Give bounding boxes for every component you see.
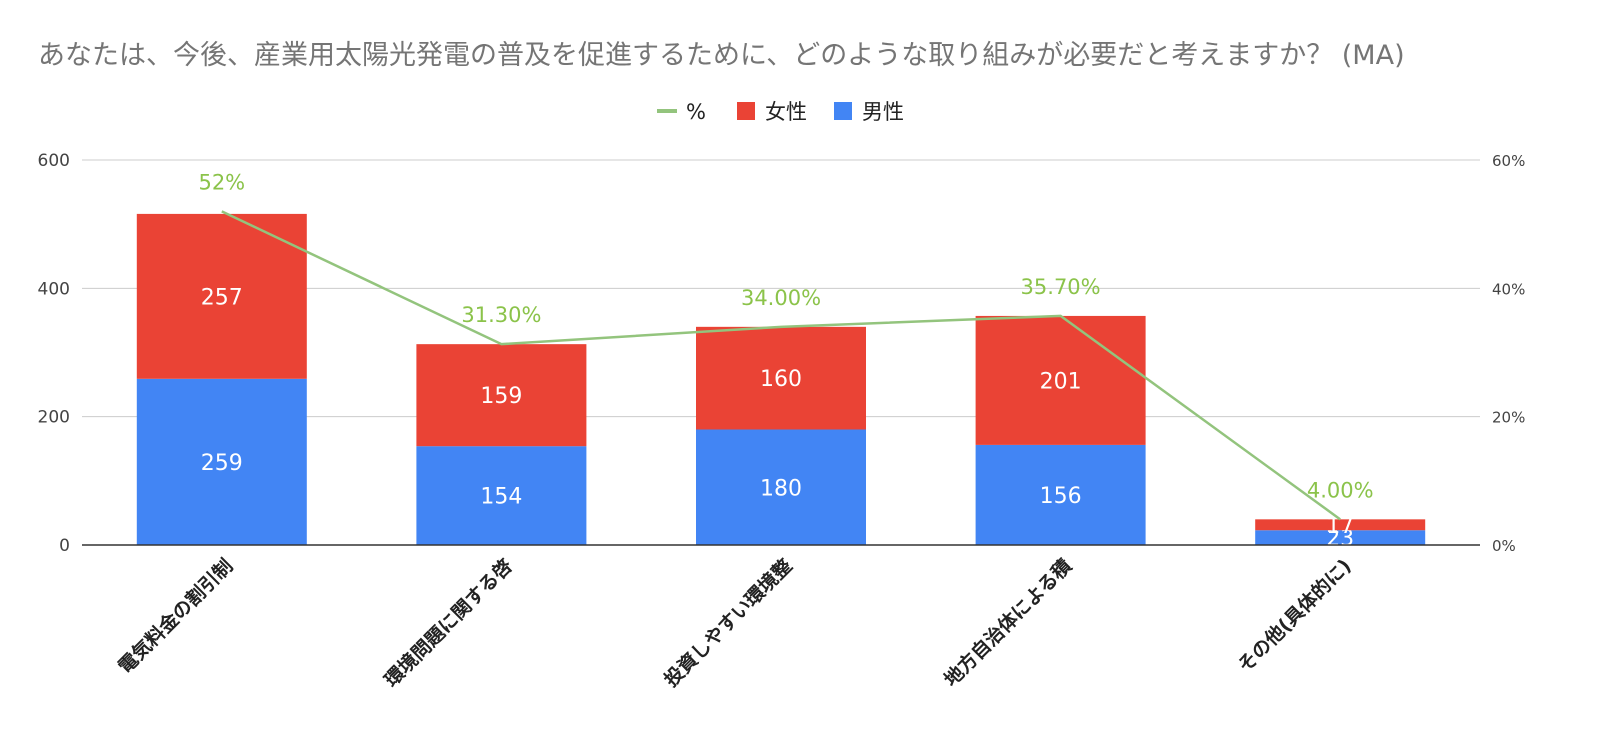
legend-swatch-female [737, 102, 755, 120]
bar-label-female: 17 [1326, 514, 1354, 539]
y2-tick-label: 40% [1492, 280, 1525, 298]
y-tick-label: 200 [38, 408, 70, 428]
category-labels: 電気料金の割引制 環境問題に関する啓 投資しやすい環境整 地方自治体による積 その他(具… [114, 554, 1356, 692]
y2-tick-label: 60% [1492, 152, 1525, 170]
legend-label-female: 女性 [765, 100, 807, 124]
y-tick-label: 600 [38, 151, 70, 171]
category-label: 地方自治体による積 [939, 554, 1076, 691]
percent-data-label: 52% [198, 170, 245, 194]
bar-female [1255, 519, 1426, 531]
y-tick-label: 400 [38, 279, 70, 299]
category-label: その他(具体的に) [1233, 554, 1356, 677]
legend-swatch-male [834, 102, 852, 120]
y2-tick-label: 20% [1492, 409, 1525, 427]
percent-line-path [221, 210, 1341, 521]
chart-title: あなたは、今後、産業用太陽光発電の普及を促進するために、どのような取り組みが必要… [38, 40, 1405, 71]
bar-male [696, 429, 866, 545]
category-label: 電気料金の割引制 [114, 554, 238, 678]
bar-male [136, 378, 307, 545]
category-label: 環境問題に関する啓 [380, 554, 518, 692]
bar-label-male: 154 [480, 485, 522, 510]
y-tick-label: 0 [59, 536, 70, 556]
bar-label-female: 160 [760, 367, 802, 392]
bar-female [975, 315, 1146, 445]
legend: % 女性 男性 [657, 100, 904, 124]
bar-male [975, 444, 1146, 545]
y-axis-right: 60% 40% 20% 0% [1492, 152, 1525, 555]
percent-data-label: 4.00% [1307, 478, 1374, 502]
legend-label-male: 男性 [862, 100, 904, 124]
bar-female [416, 344, 587, 447]
bar-male [1255, 530, 1426, 545]
percent-data-label: 34.00% [741, 286, 821, 310]
bar-label-female: 159 [480, 384, 522, 409]
percent-line: 52% 31.30% 34.00% 35.70% 4.00% [198, 170, 1374, 521]
bar-label-female: 257 [201, 285, 243, 310]
bar-female [136, 213, 307, 379]
bar-label-female: 201 [1040, 369, 1082, 394]
y2-tick-label: 0% [1492, 537, 1516, 555]
bar-label-male: 156 [1040, 484, 1082, 509]
bar-label-male: 259 [201, 451, 243, 476]
percent-data-label: 35.70% [1021, 275, 1101, 299]
bar-male [416, 446, 587, 545]
bar-label-male: 180 [760, 476, 802, 501]
category-label: 投資しやすい環境整 [659, 554, 796, 691]
legend-label-percent: % [686, 100, 706, 124]
bar-label-male: 23 [1326, 527, 1354, 552]
bar-female [696, 326, 866, 430]
y-axis-left: 600 400 200 0 [38, 151, 70, 556]
percent-data-label: 31.30% [461, 303, 541, 327]
